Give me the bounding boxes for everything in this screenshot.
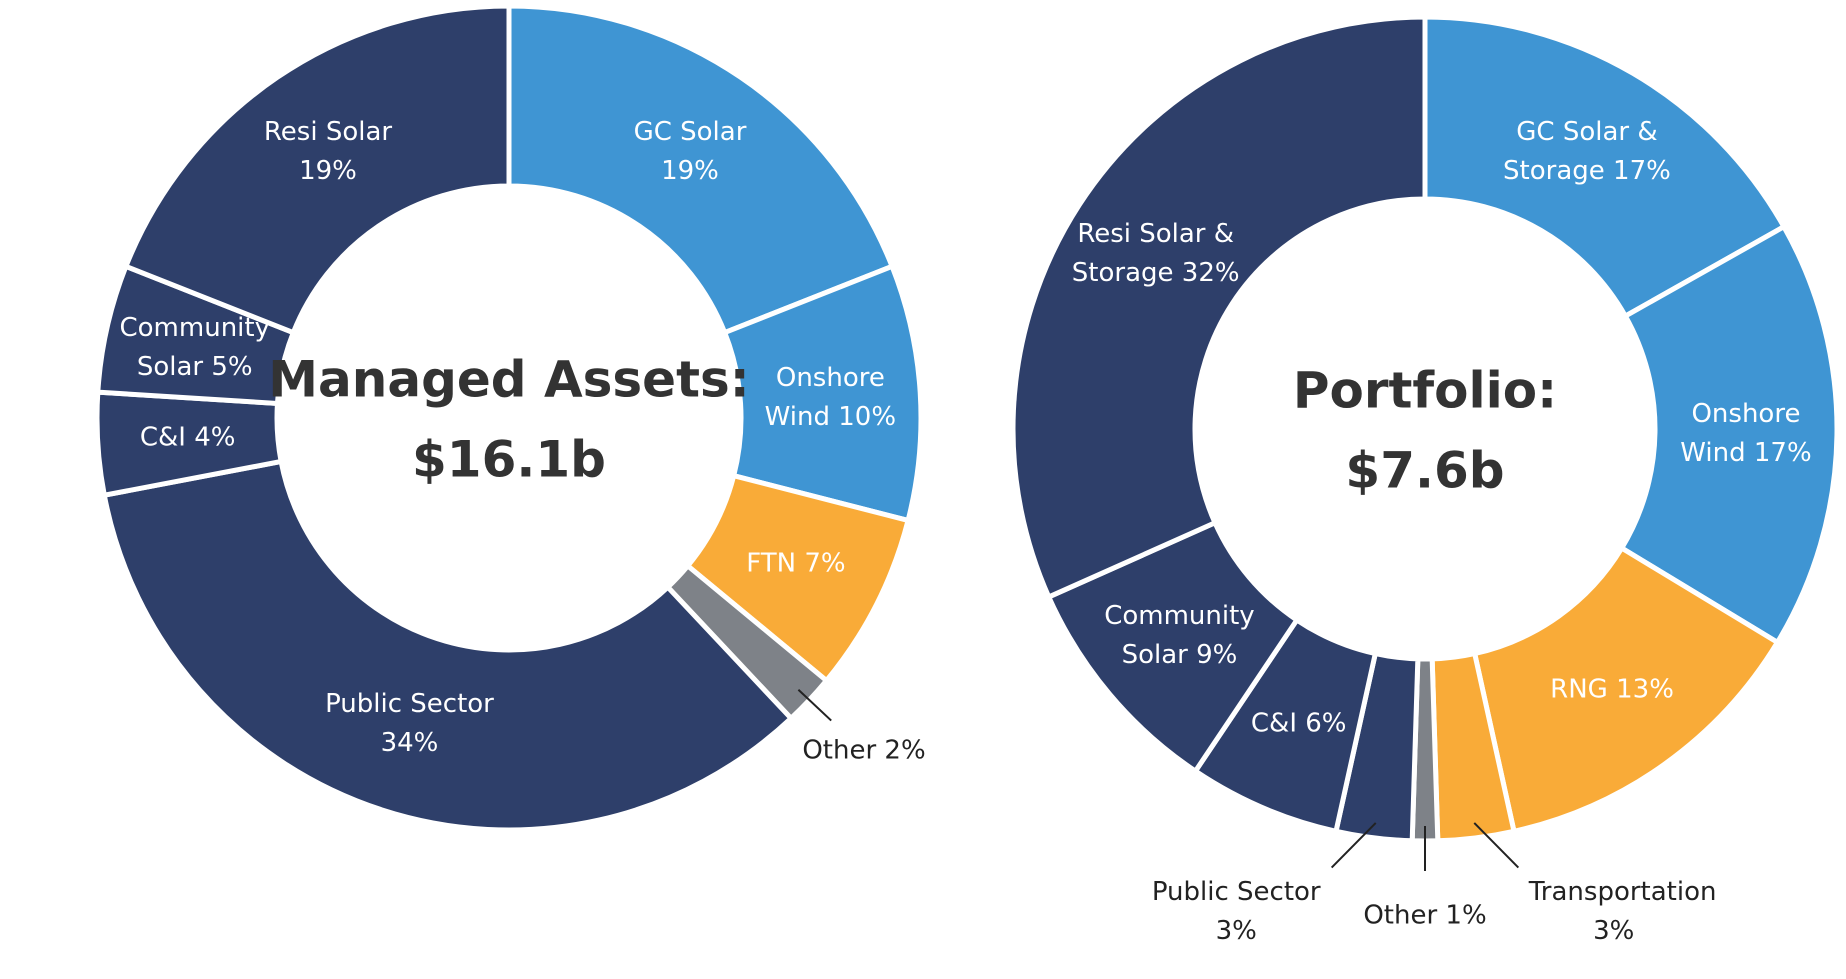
- slice-label: Other 1%: [1340, 897, 1510, 936]
- value-label: 19%: [299, 155, 357, 186]
- center-total: $16.1b: [412, 431, 606, 489]
- value-label: 1%: [1445, 900, 1487, 931]
- center-title: Managed Assets:: [268, 351, 750, 409]
- category-name: Onshore Wind: [1680, 398, 1801, 468]
- slice-label: Onshore Wind 10%: [745, 359, 915, 437]
- category-name: RNG: [1550, 674, 1608, 705]
- slice-label: Public Sector 34%: [324, 685, 494, 763]
- slice-label: GC Solar 19%: [605, 113, 775, 191]
- leader-line: [1330, 822, 1377, 869]
- slice-label: GC Solar & Storage 17%: [1502, 113, 1672, 191]
- value-label: 6%: [1305, 708, 1347, 739]
- center-total: $7.6b: [1345, 442, 1504, 500]
- value-label: 3%: [1593, 916, 1635, 947]
- category-name: C&I: [1250, 708, 1297, 739]
- value-label: 4%: [194, 422, 236, 453]
- slice: [101, 458, 795, 833]
- category-name: GC Solar & Storage: [1503, 116, 1658, 186]
- value-label: 19%: [661, 155, 719, 186]
- leader-line: [797, 689, 832, 722]
- category-name: Public Sector: [1151, 877, 1321, 908]
- value-label: 34%: [380, 728, 439, 759]
- slice: [1010, 14, 1428, 601]
- category-name: Other: [802, 735, 877, 766]
- value-label: 10%: [838, 401, 897, 432]
- category-name: C&I: [139, 422, 186, 453]
- category-name: FTN: [746, 548, 797, 579]
- slice-label: Community Solar 9%: [1094, 597, 1264, 675]
- category-name: GC Solar: [633, 116, 747, 147]
- value-label: 17%: [1613, 155, 1671, 186]
- slice-label: C&I 4%: [103, 419, 273, 458]
- category-name: Community Solar: [119, 312, 270, 382]
- slice-label: Transportation 3%: [1529, 873, 1717, 951]
- category-name: Onshore Wind: [764, 362, 885, 432]
- slice-label: Onshore Wind 17%: [1661, 395, 1831, 473]
- slice-label: Public Sector 3%: [1151, 873, 1321, 951]
- value-label: 13%: [1616, 674, 1674, 705]
- slice-label: Other 2%: [779, 732, 949, 771]
- category-name: Transportation: [1528, 877, 1717, 908]
- value-label: 7%: [804, 548, 846, 579]
- slice-label: C&I 6%: [1214, 705, 1384, 744]
- category-name: Resi Solar & Storage: [1071, 219, 1235, 289]
- value-label: 2%: [884, 735, 926, 766]
- slice-label: Resi Solar 19%: [243, 113, 413, 191]
- leader-line: [1473, 822, 1520, 869]
- category-name: Other: [1363, 900, 1438, 931]
- slice-label: FTN 7%: [711, 545, 881, 584]
- value-label: 32%: [1181, 258, 1240, 289]
- center-title: Portfolio:: [1293, 362, 1557, 420]
- category-name: Resi Solar: [263, 116, 393, 147]
- slice: [1471, 544, 1781, 835]
- value-label: 3%: [1215, 916, 1257, 947]
- slice: [122, 3, 512, 336]
- value-label: 17%: [1753, 437, 1812, 468]
- slice: [1618, 223, 1840, 646]
- slice: [506, 3, 896, 336]
- category-name: Community Solar: [1104, 600, 1255, 670]
- slice: [1422, 14, 1788, 320]
- category-name: Public Sector: [325, 689, 494, 720]
- value-label: 5%: [211, 351, 253, 382]
- value-label: 9%: [1196, 639, 1238, 670]
- slice-label: Resi Solar & Storage 32%: [1071, 215, 1241, 293]
- slice-label: RNG 13%: [1527, 670, 1697, 709]
- slice-label: Community Solar 5%: [110, 309, 280, 387]
